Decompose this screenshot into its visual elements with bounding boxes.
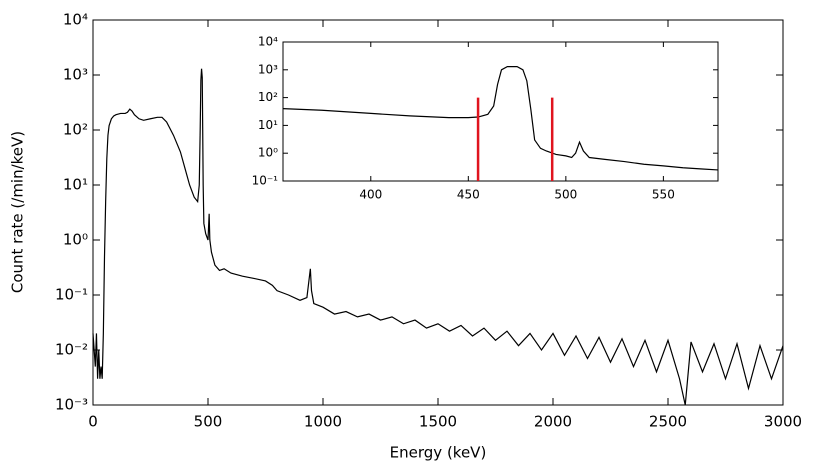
y-tick-label: 10¹ bbox=[258, 118, 278, 132]
y-tick-label: 10³ bbox=[258, 62, 278, 76]
x-tick-label: 3000 bbox=[764, 413, 802, 431]
x-axis-label: Energy (keV) bbox=[390, 444, 487, 462]
y-tick-label: 10⁻¹ bbox=[55, 286, 88, 304]
x-tick-label: 1500 bbox=[419, 413, 457, 431]
y-tick-label: 10⁴ bbox=[63, 11, 88, 29]
data-line bbox=[92, 68, 784, 406]
y-tick-label: 10⁻¹ bbox=[252, 174, 279, 188]
y-tick-label: 10⁻³ bbox=[55, 396, 88, 414]
y-tick-label: 10¹ bbox=[63, 176, 88, 194]
x-tick-label: 500 bbox=[194, 413, 223, 431]
x-tick-label: 450 bbox=[457, 188, 480, 202]
y-tick-label: 10⁰ bbox=[63, 231, 88, 249]
y-axis-label: Count rate (/min/keV) bbox=[9, 131, 27, 293]
x-tick-label: 1000 bbox=[304, 413, 342, 431]
plot-frame bbox=[282, 41, 719, 182]
x-tick-label: 2000 bbox=[534, 413, 572, 431]
x-tick-label: 2500 bbox=[649, 413, 687, 431]
y-tick-label: 10⁴ bbox=[258, 35, 278, 49]
y-tick-label: 10² bbox=[63, 121, 88, 139]
x-tick-label: 500 bbox=[554, 188, 577, 202]
x-tick-label: 400 bbox=[359, 188, 382, 202]
y-tick-label: 10² bbox=[258, 90, 278, 104]
x-tick-label: 550 bbox=[652, 188, 675, 202]
x-tick-label: 0 bbox=[88, 413, 98, 431]
data-line bbox=[282, 66, 719, 171]
y-tick-label: 10⁻² bbox=[55, 341, 88, 359]
y-tick-label: 10³ bbox=[63, 66, 88, 84]
y-tick-label: 10⁰ bbox=[258, 146, 278, 160]
